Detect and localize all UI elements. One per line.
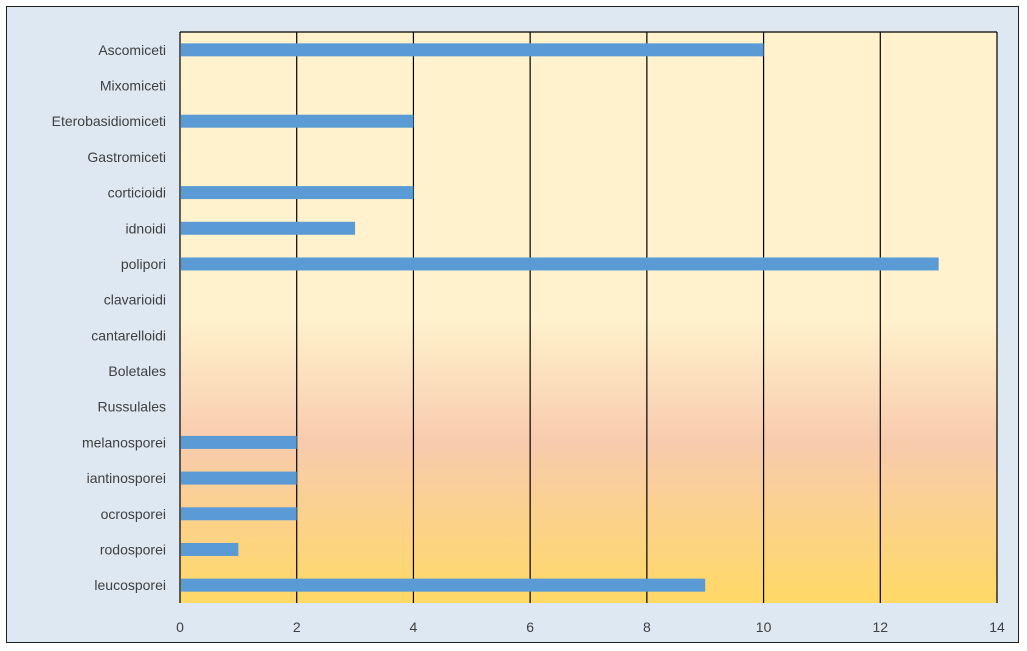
category-label: ocrosporei: [101, 506, 166, 522]
x-tick-label: 0: [176, 619, 184, 635]
bar: [181, 507, 297, 520]
bar: [181, 543, 238, 556]
bar: [181, 257, 939, 270]
bar: [181, 436, 297, 449]
category-label: polipori: [121, 256, 166, 272]
bar: [181, 222, 355, 235]
bar: [181, 115, 413, 128]
x-tick-label: 4: [410, 619, 418, 635]
category-label: Ascomiceti: [98, 42, 166, 58]
category-label: Russulales: [98, 399, 166, 415]
bar: [181, 186, 413, 199]
x-tick-label: 12: [872, 619, 888, 635]
bar: [181, 43, 764, 56]
category-label: leucosporei: [94, 577, 166, 593]
category-label: clavarioidi: [104, 292, 166, 308]
category-label: Eterobasidiomiceti: [52, 113, 166, 129]
bar: [181, 579, 705, 592]
x-tick-label: 2: [293, 619, 301, 635]
category-label: iantinosporei: [87, 470, 166, 486]
x-tick-label: 8: [643, 619, 651, 635]
x-tick-label: 14: [989, 619, 1005, 635]
category-label: rodosporei: [100, 541, 166, 557]
category-label: corticioidi: [108, 185, 166, 201]
x-tick-label: 10: [756, 619, 772, 635]
x-tick-label: 6: [526, 619, 534, 635]
category-label: cantarelloidi: [91, 327, 166, 343]
category-label: Gastromiceti: [87, 149, 166, 165]
category-label: idnoidi: [126, 220, 166, 236]
category-label: Boletales: [108, 363, 166, 379]
category-label: melanosporei: [82, 434, 166, 450]
bar: [181, 472, 297, 485]
category-label: Mixomiceti: [100, 78, 166, 94]
